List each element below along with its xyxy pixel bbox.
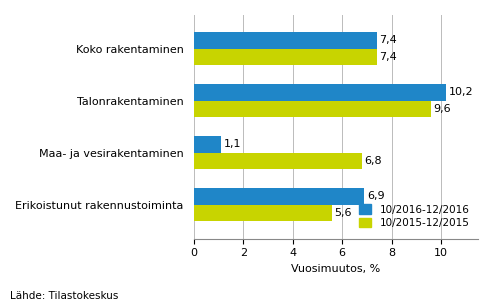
X-axis label: Vuosimuutos, %: Vuosimuutos, % [291,264,381,274]
Legend: 10/2016-12/2016, 10/2015-12/2015: 10/2016-12/2016, 10/2015-12/2015 [356,201,473,231]
Text: 6,9: 6,9 [367,192,385,202]
Text: 5,6: 5,6 [335,208,352,218]
Bar [194,136,221,153]
Bar [194,84,446,101]
Bar [194,32,377,49]
Text: 7,4: 7,4 [379,36,397,46]
Text: 1,1: 1,1 [223,140,241,150]
Text: Lähde: Tilastokeskus: Lähde: Tilastokeskus [10,291,118,301]
Text: 9,6: 9,6 [433,104,451,114]
Bar [194,153,362,169]
Bar [194,188,364,205]
Bar [194,49,377,65]
Bar [194,101,431,117]
Text: 10,2: 10,2 [448,88,473,98]
Text: 6,8: 6,8 [364,156,382,166]
Bar [194,205,332,221]
Text: 7,4: 7,4 [379,52,397,62]
